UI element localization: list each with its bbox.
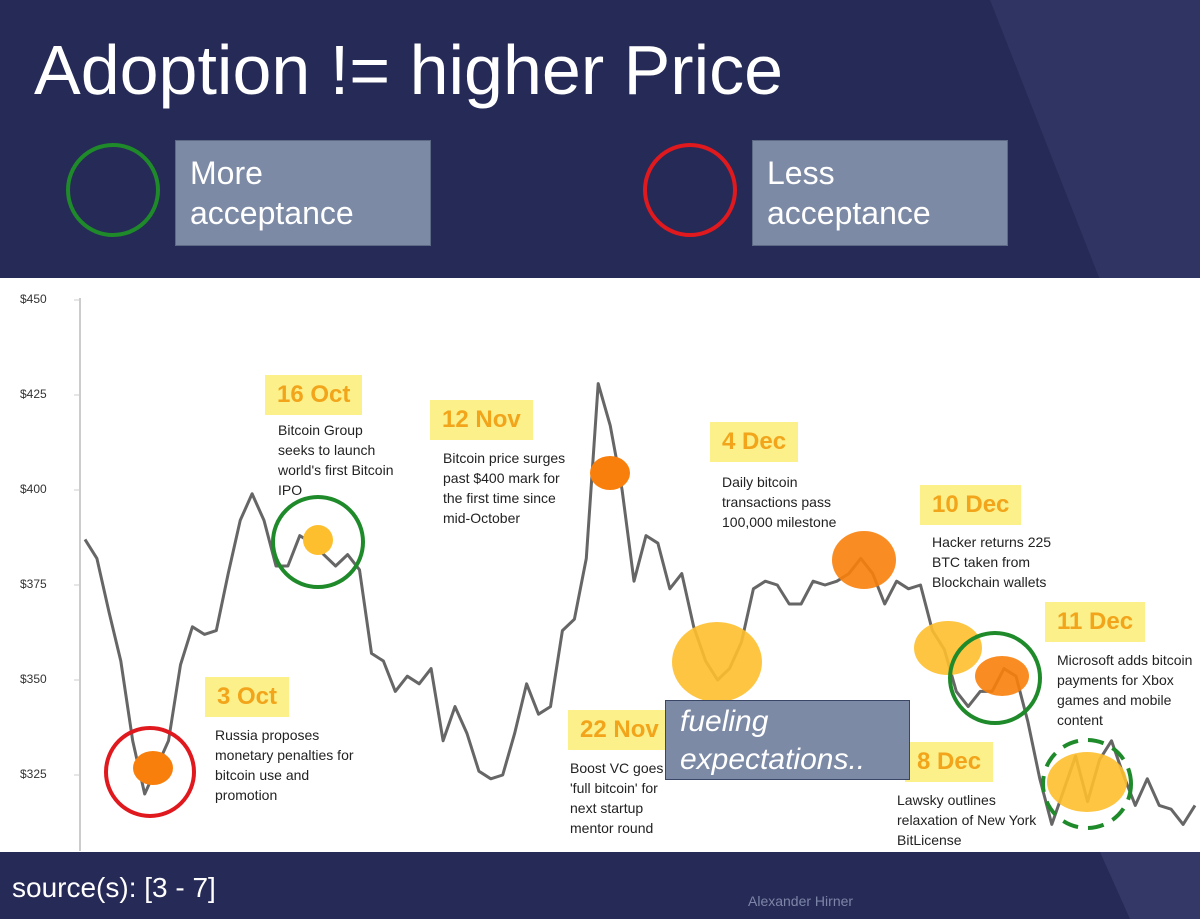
slide-title: Adoption != higher Price bbox=[34, 31, 784, 109]
annotation-text: Microsoft adds bitcoin payments for Xbox… bbox=[1057, 652, 1193, 728]
legend-label: More acceptance bbox=[190, 155, 354, 231]
legend-box: More acceptance bbox=[175, 140, 431, 246]
background-stripe bbox=[990, 0, 1200, 280]
annotation-text: Daily bitcoin transactions pass 100,000 … bbox=[722, 474, 837, 530]
highlight-circle bbox=[271, 495, 365, 589]
y-tick-label: $425 bbox=[20, 387, 47, 401]
annotation-date: 11 Dec bbox=[1045, 602, 1146, 642]
callout: fueling expectations.. bbox=[665, 700, 910, 780]
bubble bbox=[672, 622, 762, 702]
source: source(s): [3 - 7] bbox=[12, 872, 216, 903]
bubble bbox=[914, 621, 982, 675]
bubble bbox=[133, 751, 173, 785]
legend-circle-red bbox=[643, 143, 737, 237]
annotation-date: 4 Dec bbox=[710, 422, 799, 462]
bubble bbox=[1047, 752, 1127, 812]
bubble bbox=[590, 456, 630, 490]
y-tick-label: $450 bbox=[20, 292, 47, 306]
annotation-date: 3 Oct bbox=[205, 677, 290, 717]
annotation-date: 12 Nov bbox=[430, 400, 533, 440]
background-stripe bbox=[1100, 852, 1200, 919]
annotation-text: Boost VC goes 'full bitcoin' for next st… bbox=[570, 760, 664, 836]
plot-area bbox=[0, 278, 1200, 852]
legend-circle-green bbox=[66, 143, 160, 237]
y-tick-label: $375 bbox=[20, 577, 47, 591]
annotation-text: Lawsky outlines relaxation of New York B… bbox=[897, 792, 1037, 848]
legend-label: Less acceptance bbox=[767, 155, 931, 231]
y-tick-label: $325 bbox=[20, 767, 47, 781]
y-tick-label: $350 bbox=[20, 672, 47, 686]
annotation-text: Bitcoin price surges past $400 mark for … bbox=[443, 450, 566, 526]
annotation-text: Russia proposes monetary penalties for b… bbox=[215, 727, 354, 803]
highlight-circle bbox=[104, 726, 196, 818]
bubble bbox=[832, 531, 896, 589]
annotation-date: 16 Oct bbox=[265, 375, 363, 415]
annotation-date: 8 Dec bbox=[905, 742, 994, 782]
bubble bbox=[975, 656, 1029, 696]
legend-box: Less acceptance bbox=[752, 140, 1008, 246]
annotation-date: 22 Nov bbox=[568, 710, 671, 750]
highlight-circle bbox=[948, 631, 1042, 725]
y-tick-label: $400 bbox=[20, 482, 47, 496]
author: Alexander Hirner bbox=[748, 893, 854, 909]
annotation-date: 10 Dec bbox=[920, 485, 1022, 525]
annotation-text: Bitcoin Group seeks to launch world's fi… bbox=[278, 422, 394, 498]
annotation-text: Hacker returns 225 BTC taken from Blockc… bbox=[932, 534, 1052, 590]
highlight-circle bbox=[1041, 738, 1133, 830]
bubble bbox=[303, 525, 333, 555]
